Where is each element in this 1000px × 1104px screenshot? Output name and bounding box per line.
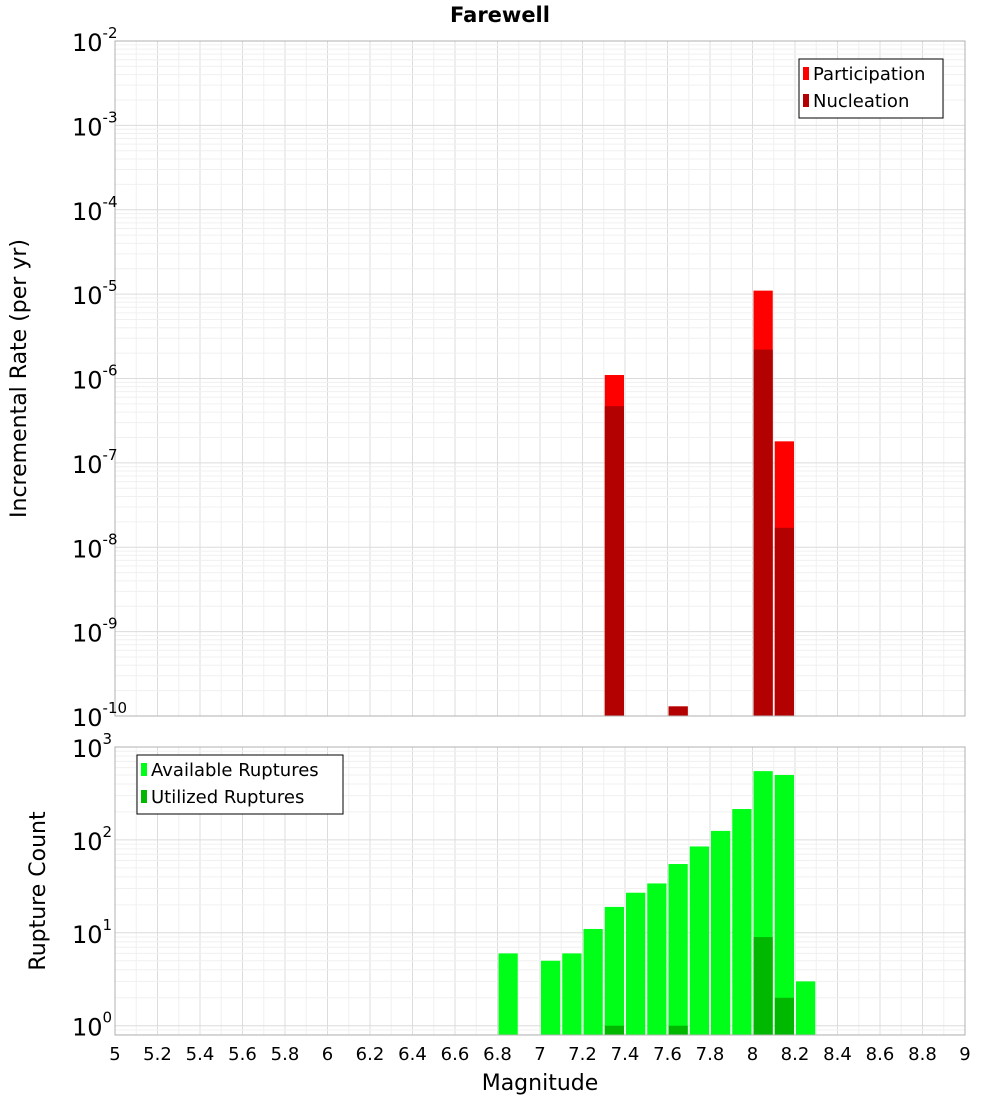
legend-label: Nucleation: [813, 91, 909, 112]
y-tick-label: 10-5: [72, 277, 118, 310]
x-tick-label: 8.4: [823, 1044, 852, 1065]
y-tick-label: 102: [72, 823, 112, 856]
bar-overlay-utilized-ruptures: [774, 997, 794, 1035]
y-tick-label: 101: [72, 916, 112, 949]
bar-overlay-utilized-ruptures: [604, 1025, 624, 1035]
x-tick-label: 7: [534, 1044, 545, 1065]
y-tick-label: 10-8: [72, 530, 118, 563]
x-tick-label: 8.8: [908, 1044, 937, 1065]
y-tick-label: 10-7: [72, 446, 118, 479]
y-tick-label: 10-6: [72, 362, 118, 395]
y-tick-label: 10-2: [72, 24, 118, 57]
y-tick-label: 10-9: [72, 615, 118, 648]
plot-frame: [114, 746, 966, 1036]
bar-available-ruptures: [647, 883, 667, 1035]
x-tick-label: 5: [109, 1044, 120, 1065]
panel-rate: 10-10 10-9 10-8 10-7 10-6 10-5 10-4 10-3 10-2 Inc…: [7, 3, 966, 732]
x-tick-label: 7.2: [568, 1044, 597, 1065]
x-tick-label: 7.4: [611, 1044, 640, 1065]
bar-available-ruptures: [689, 846, 709, 1035]
x-tick-label: 5.4: [186, 1044, 215, 1065]
x-tick-label: 7.8: [696, 1044, 725, 1065]
legend-label: Available Ruptures: [151, 760, 319, 781]
x-tick-label: 5.2: [143, 1044, 172, 1065]
bar-available-ruptures: [626, 892, 646, 1035]
x-tick-label: 6.4: [398, 1044, 427, 1065]
legend-box: [136, 754, 344, 815]
x-tick-label: 7.6: [653, 1044, 682, 1065]
legend-label: Utilized Ruptures: [151, 787, 304, 808]
x-tick-label: 8.6: [866, 1044, 895, 1065]
x-tick-label: 8.2: [781, 1044, 810, 1065]
bar-overlay-nucleation: [604, 406, 624, 716]
bar-available-ruptures: [541, 960, 561, 1035]
legend-swatch: [141, 790, 147, 803]
bar-overlay-nucleation: [668, 706, 688, 716]
bar-available-ruptures: [732, 809, 752, 1035]
y-tick-label: 10-4: [72, 193, 118, 226]
y-axis-label: Rupture Count: [26, 811, 51, 971]
x-tick-label: 6: [322, 1044, 333, 1065]
bar-available-ruptures: [711, 830, 731, 1035]
legend: Available Ruptures Utilized Ruptures: [136, 754, 344, 815]
legend-swatch: [803, 94, 809, 107]
bar-available-ruptures: [796, 981, 816, 1035]
y-tick-label: 10-10: [72, 699, 127, 732]
bar-available-ruptures: [604, 906, 624, 1035]
bar-overlay-nucleation: [753, 349, 773, 716]
plot-frame: [114, 40, 966, 717]
x-tick-label: 9: [959, 1044, 970, 1065]
x-tick-label: 8: [747, 1044, 758, 1065]
bar-available-ruptures: [774, 774, 794, 1035]
bar-overlay-utilized-ruptures: [668, 1025, 688, 1035]
bar-available-ruptures: [583, 928, 603, 1035]
x-tick-label: 5.8: [271, 1044, 300, 1065]
legend-label: Participation: [813, 64, 925, 85]
x-tick-label: 6.6: [441, 1044, 470, 1065]
bar-available-ruptures: [668, 864, 688, 1035]
bar-overlay-nucleation: [774, 527, 794, 716]
legend: Participation Nucleation: [798, 58, 944, 119]
chart-title: Farewell: [450, 3, 550, 27]
y-tick-label: 100: [72, 1009, 112, 1042]
x-axis-label: Magnitude: [482, 1071, 599, 1096]
bar-overlay-utilized-ruptures: [753, 937, 773, 1035]
legend-box: [798, 58, 944, 119]
legend-swatch: [141, 763, 147, 776]
y-tick-label: 103: [72, 730, 112, 763]
x-tick-label: 6.8: [483, 1044, 512, 1065]
x-tick-label: 5.6: [228, 1044, 257, 1065]
panel-count: 100 101 102 103 5 5.2 5.4 5.6 5.8 6 6.2 6.4 6.6 6.8 7 7…: [26, 730, 971, 1096]
y-tick-label: 10-3: [72, 108, 118, 141]
bar-available-ruptures: [498, 953, 518, 1035]
bar-available-ruptures: [562, 953, 582, 1035]
y-axis-label: Incremental Rate (per yr): [7, 239, 32, 518]
x-tick-label: 6.2: [356, 1044, 385, 1065]
legend-swatch: [803, 67, 809, 80]
